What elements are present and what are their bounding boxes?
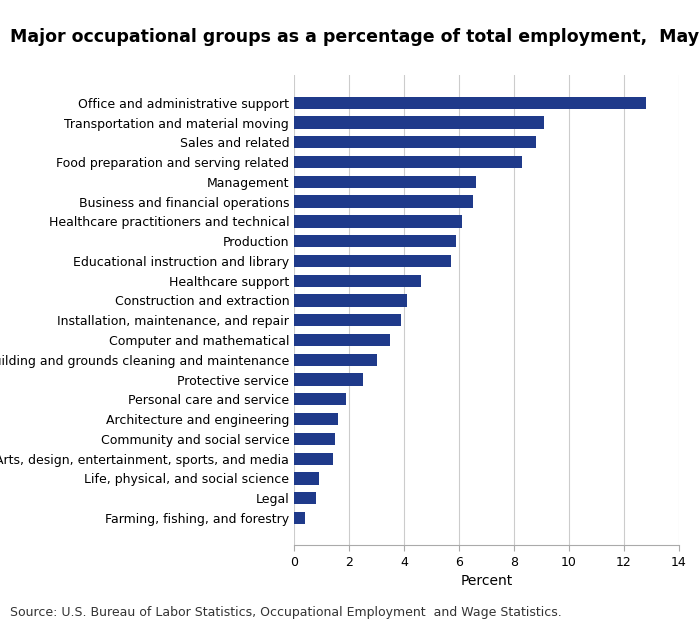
- X-axis label: Percent: Percent: [461, 574, 512, 589]
- Bar: [294, 275, 421, 287]
- Bar: [294, 314, 401, 327]
- Bar: [294, 117, 545, 129]
- Text: Source: U.S. Bureau of Labor Statistics, Occupational Employment  and Wage Stati: Source: U.S. Bureau of Labor Statistics,…: [10, 606, 562, 619]
- Bar: [294, 215, 462, 228]
- Bar: [294, 492, 316, 504]
- Bar: [294, 97, 646, 109]
- Text: Major occupational groups as a percentage of total employment,  May 2022: Major occupational groups as a percentag…: [10, 28, 700, 46]
- Bar: [294, 413, 338, 425]
- Bar: [294, 156, 522, 168]
- Bar: [294, 512, 305, 524]
- Bar: [294, 235, 456, 247]
- Bar: [294, 472, 318, 485]
- Bar: [294, 433, 335, 445]
- Bar: [294, 453, 332, 465]
- Bar: [294, 354, 377, 366]
- Bar: [294, 255, 451, 267]
- Bar: [294, 136, 536, 149]
- Bar: [294, 176, 475, 188]
- Bar: [294, 196, 472, 208]
- Bar: [294, 334, 391, 346]
- Bar: [294, 393, 346, 406]
- Bar: [294, 374, 363, 386]
- Bar: [294, 294, 407, 307]
